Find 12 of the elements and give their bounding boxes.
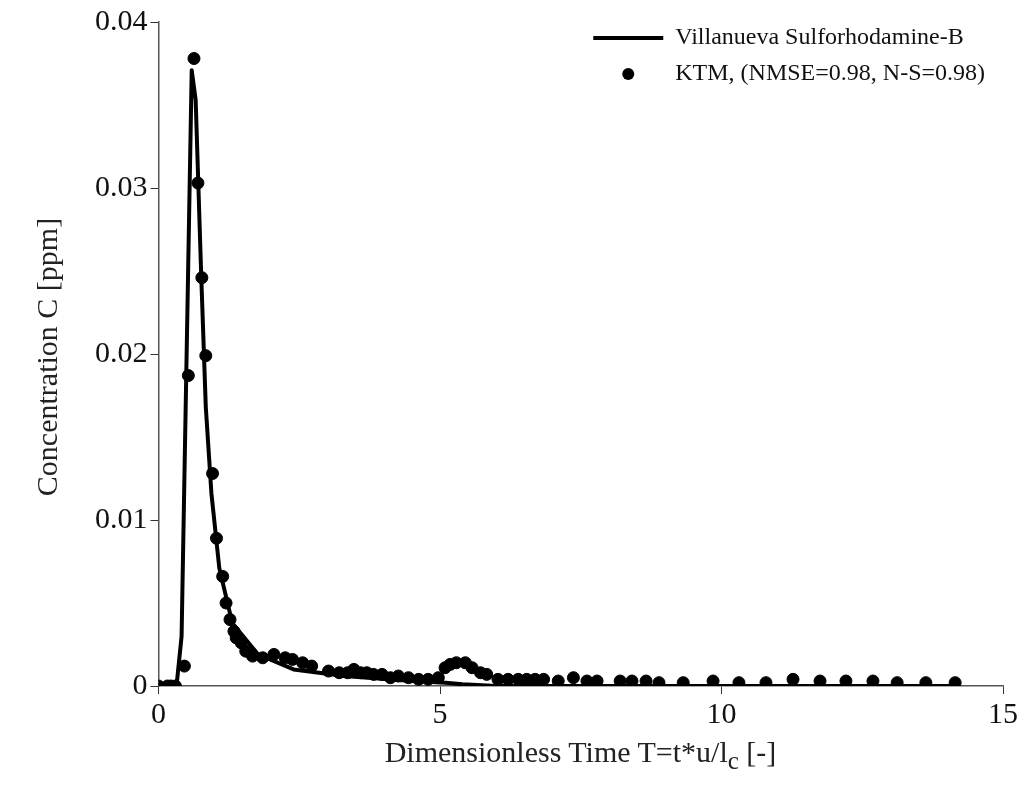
y-axis-title: Concentration C [ppm] — [30, 216, 64, 499]
x-axis-title: Dimensionless Time T=t*u/l$_{c}$ [-] — [383, 735, 778, 775]
y-tick-label: 0.03 — [95, 168, 148, 202]
y-tick-label: 0 — [132, 666, 148, 700]
x-tick-label: 10 — [706, 695, 737, 729]
legend-label: KTM, (NMSE=0.98, N-S=0.98) — [675, 59, 986, 86]
y-tick-label: 0.01 — [95, 500, 148, 534]
x-tick-label: 15 — [988, 695, 1018, 729]
y-tick-label: 0.02 — [95, 334, 148, 368]
legend-label: Villanueva Sulforhodamine-B — [675, 23, 964, 50]
y-tick-label: 0.04 — [95, 2, 148, 36]
x-tick-label: 5 — [432, 695, 448, 729]
